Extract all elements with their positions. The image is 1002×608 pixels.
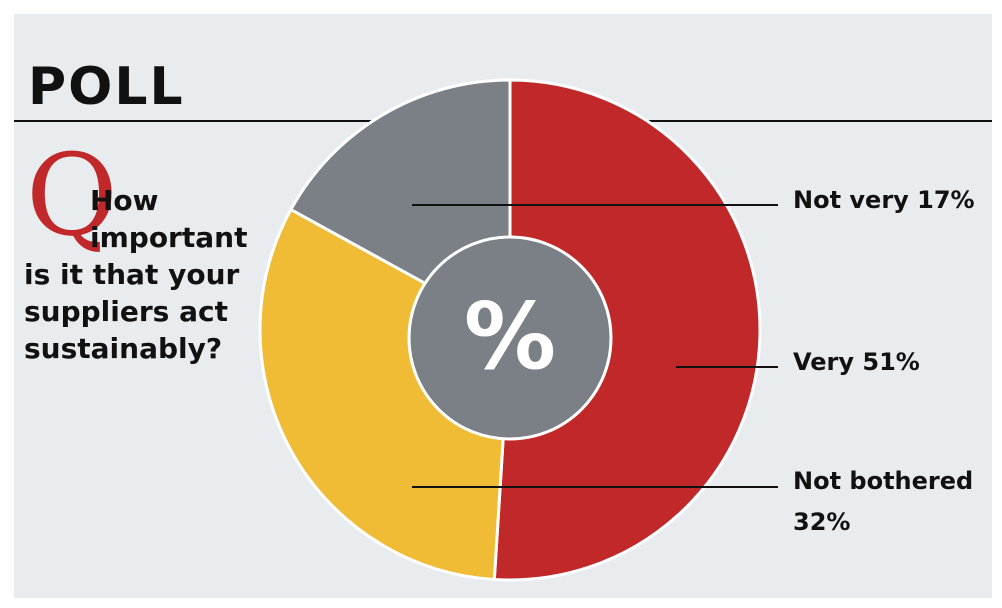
label-very: Very 51% bbox=[793, 348, 920, 376]
label-not-very: Not very 17% bbox=[793, 186, 975, 214]
question-letter: Q bbox=[26, 131, 118, 261]
question-text: How important is it that your suppliers … bbox=[24, 182, 284, 367]
question-line-2: important bbox=[90, 221, 248, 254]
pie-center-circle bbox=[407, 235, 613, 441]
question-line-5: sustainably? bbox=[24, 332, 223, 365]
question-line-1: How bbox=[90, 184, 159, 217]
label-not-bothered-value: 32% bbox=[793, 508, 850, 536]
poll-title: POLL bbox=[28, 57, 185, 117]
percent-symbol: % bbox=[464, 283, 556, 390]
label-not-bothered: Not bothered bbox=[793, 467, 973, 495]
question-line-3: is it that your bbox=[24, 258, 240, 291]
question-line-4: suppliers act bbox=[24, 295, 228, 328]
